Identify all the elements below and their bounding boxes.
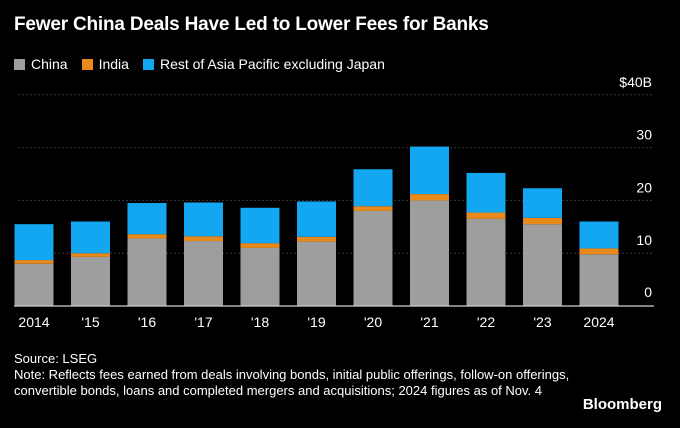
x-tick-label: '19 xyxy=(307,314,325,330)
methodology-note: Note: Reflects fees earned from deals in… xyxy=(14,367,570,398)
bar-22-rest-of-apac xyxy=(466,172,506,213)
y-tick-label: 0 xyxy=(644,284,652,300)
x-tick-label: '23 xyxy=(533,314,551,330)
bloomberg-logo: Bloomberg xyxy=(582,396,662,413)
bar-15-rest-of-apac xyxy=(71,221,110,254)
bar-16-rest-of-apac xyxy=(127,203,167,235)
bar-21-china xyxy=(410,200,449,306)
legend-item-rest-of-apac: Rest of Asia Pacific excluding Japan xyxy=(142,56,385,72)
bar-22-china xyxy=(466,218,506,306)
bar-20-china xyxy=(353,210,393,306)
legend-item-china: China xyxy=(14,56,68,72)
x-tick-label: '21 xyxy=(420,314,438,330)
bar-21-india xyxy=(410,194,449,201)
x-tick-label: 2024 xyxy=(583,314,614,330)
legend-label-india: India xyxy=(98,56,129,72)
x-tick-label: '16 xyxy=(138,314,156,330)
bar-15-china xyxy=(71,256,110,306)
chart-footer: Source: LSEG Note: Reflects fees earned … xyxy=(14,351,574,399)
chart-title: Fewer China Deals Have Led to Lower Fees… xyxy=(14,14,489,35)
bar-18-china xyxy=(240,247,280,306)
y-tick-label: 20 xyxy=(636,179,652,195)
legend-label-rest-of-apac: Rest of Asia Pacific excluding Japan xyxy=(159,56,385,72)
x-tick-label: 2014 xyxy=(18,314,49,330)
bar-16-china xyxy=(127,238,167,306)
bar-16-india xyxy=(127,234,167,239)
bar-2014-india xyxy=(14,260,54,264)
bar-2024-china xyxy=(579,254,619,306)
bar-17-india xyxy=(184,236,223,242)
bar-20-rest-of-apac xyxy=(353,169,393,207)
x-tick-label: '18 xyxy=(251,314,269,330)
y-tick-label: $40B xyxy=(619,74,652,90)
legend-label-china: China xyxy=(31,56,68,72)
bar-19-rest-of-apac xyxy=(297,201,336,237)
bar-2024-rest-of-apac xyxy=(579,221,619,249)
legend-item-india: India xyxy=(81,56,129,72)
y-tick-label: 30 xyxy=(636,127,652,143)
bar-18-rest-of-apac xyxy=(240,207,280,244)
legend-swatch-china xyxy=(14,58,25,70)
bar-19-india xyxy=(297,236,336,242)
legend-swatch-india xyxy=(81,58,93,70)
bar-2014-china xyxy=(14,263,54,306)
x-tick-label: '20 xyxy=(364,314,382,330)
bar-23-china xyxy=(523,224,562,306)
x-tick-label: '15 xyxy=(81,314,99,330)
bar-2024-india xyxy=(579,248,619,255)
bar-21-rest-of-apac xyxy=(410,146,449,195)
y-tick-label: 10 xyxy=(636,232,652,248)
legend-swatch-rest-of-apac xyxy=(142,58,154,70)
x-tick-label: '22 xyxy=(477,314,495,330)
legend: China India Rest of Asia Pacific excludi… xyxy=(14,56,399,72)
bar-17-rest-of-apac xyxy=(184,202,223,237)
bar-15-india xyxy=(71,253,110,257)
source-note: Source: LSEG xyxy=(14,351,98,366)
bar-17-china xyxy=(184,241,223,306)
bar-23-india xyxy=(523,217,562,225)
bar-20-india xyxy=(353,206,393,211)
bar-18-india xyxy=(240,243,280,248)
x-tick-label: '17 xyxy=(194,314,212,330)
bar-23-rest-of-apac xyxy=(523,188,562,218)
bar-2014-rest-of-apac xyxy=(14,224,54,261)
bar-19-china xyxy=(297,241,336,306)
bar-22-india xyxy=(466,212,506,219)
